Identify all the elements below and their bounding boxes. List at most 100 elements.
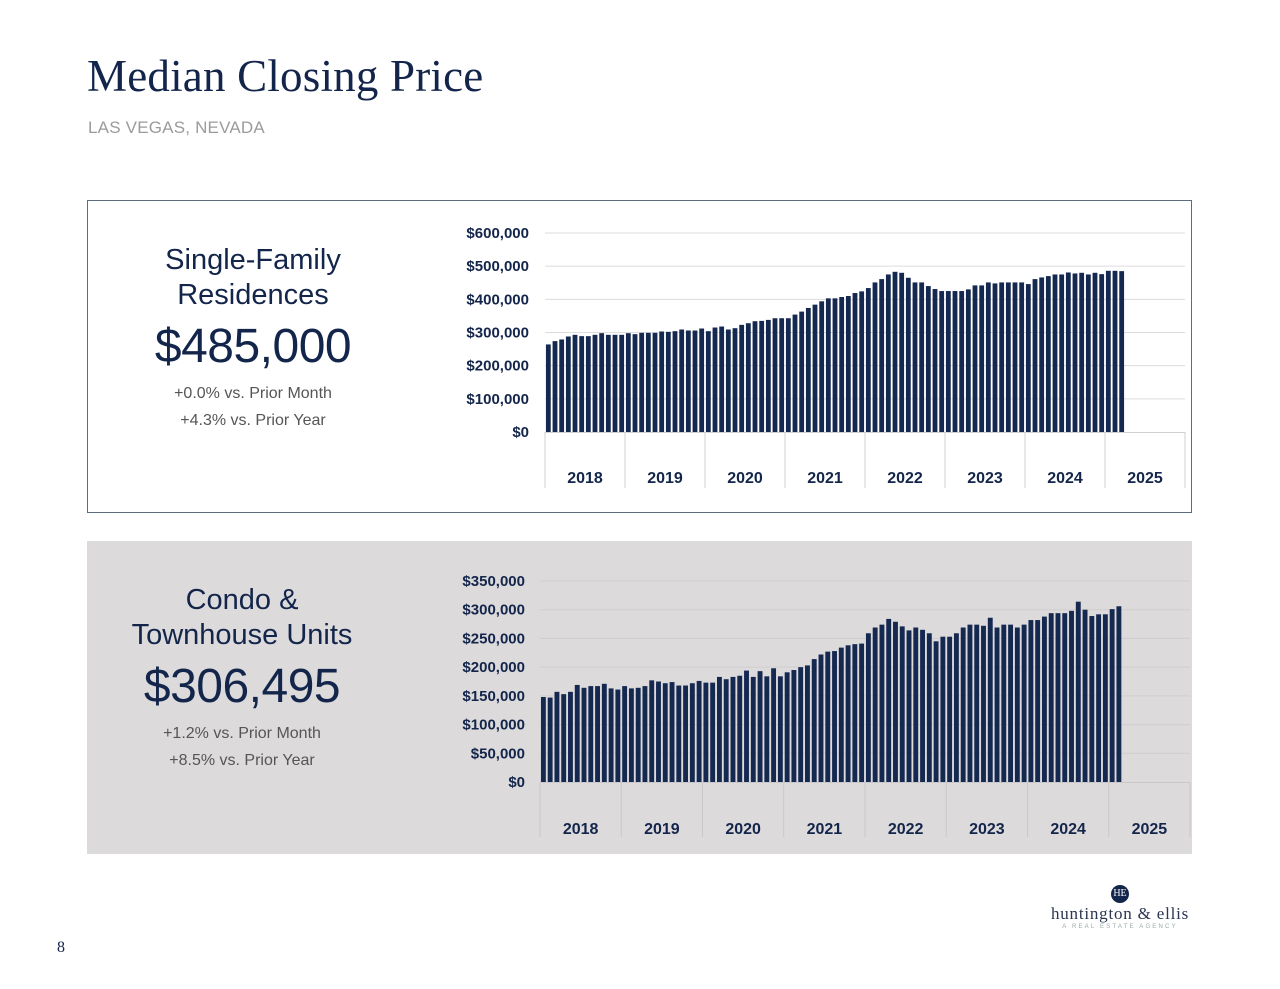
bar: [784, 672, 790, 782]
bar: [1032, 279, 1038, 432]
bar: [612, 334, 618, 432]
bar: [1109, 609, 1115, 782]
bar: [926, 633, 932, 782]
bar: [574, 684, 580, 782]
condo-median-price: $306,495: [143, 660, 341, 713]
bar: [599, 333, 605, 432]
bar: [920, 629, 925, 782]
y-tick-label: $150,000: [462, 688, 525, 705]
bar: [683, 685, 689, 782]
y-tick-label: $0: [508, 774, 525, 791]
bar: [838, 647, 844, 782]
bar: [925, 286, 931, 432]
bar: [1099, 274, 1105, 432]
bar: [832, 651, 837, 782]
bar: [1072, 273, 1078, 432]
bar: [656, 681, 661, 782]
single-family-year-change: +4.3% vs. Prior Year: [180, 412, 326, 429]
bar: [940, 636, 946, 782]
bar: [1069, 610, 1074, 782]
x-year-label: 2020: [727, 470, 763, 487]
bar: [985, 282, 991, 432]
bar: [979, 285, 985, 432]
x-year-label: 2024: [1047, 470, 1083, 487]
x-year-label: 2021: [807, 470, 843, 487]
bar: [730, 676, 736, 782]
bar: [892, 271, 898, 432]
bar: [865, 288, 871, 432]
bar: [839, 297, 845, 432]
y-tick-label: $0: [512, 424, 529, 441]
bar: [960, 627, 966, 782]
bar: [1105, 270, 1111, 432]
bar: [635, 687, 641, 782]
bar: [1025, 284, 1031, 432]
bar: [1089, 616, 1095, 782]
single-family-label-2: Residences: [177, 279, 329, 311]
bar: [608, 688, 614, 782]
bar: [692, 330, 698, 432]
bar: [1102, 614, 1108, 782]
bar: [665, 331, 671, 432]
x-year-label: 2025: [1132, 821, 1168, 838]
bar: [719, 326, 725, 432]
bar: [953, 633, 959, 782]
bar: [652, 332, 658, 432]
x-year-label: 2019: [647, 470, 683, 487]
single-family-stats: Single-Family Residences $485,000 +0.0% …: [88, 243, 418, 434]
bar: [750, 676, 756, 782]
bar: [1001, 624, 1007, 782]
logo-name: huntington & ellis: [1050, 904, 1190, 923]
bar: [732, 328, 738, 432]
bar: [987, 617, 993, 782]
bar: [913, 627, 919, 782]
y-tick-label: $350,000: [462, 573, 525, 590]
bar: [785, 318, 791, 432]
single-family-label-1: Single-Family: [165, 244, 341, 276]
bar: [723, 679, 729, 782]
x-year-label: 2024: [1050, 821, 1086, 838]
bar: [1055, 613, 1061, 782]
bar: [595, 686, 600, 782]
bar: [547, 697, 553, 782]
single-family-month-change: +0.0% vs. Prior Month: [174, 385, 332, 402]
bar: [819, 301, 825, 432]
bar: [764, 676, 770, 782]
bar: [981, 625, 986, 782]
bar: [872, 627, 878, 782]
bar: [540, 697, 546, 782]
bar: [585, 336, 591, 432]
bar: [1052, 274, 1058, 432]
bar: [952, 291, 958, 432]
bar: [1092, 272, 1098, 432]
bar: [1119, 271, 1125, 432]
logo-monogram: HE: [1111, 885, 1129, 903]
condo-stats: Condo & Townhouse Units $306,495 +1.2% v…: [77, 583, 407, 774]
bar: [765, 319, 771, 432]
bar: [1065, 272, 1071, 432]
bar: [737, 675, 743, 782]
bar: [777, 676, 783, 782]
bar: [1028, 620, 1034, 782]
bar: [685, 330, 691, 432]
bar: [545, 344, 551, 432]
bar: [725, 329, 731, 432]
bar: [1096, 614, 1102, 782]
bar: [972, 285, 978, 432]
condo-label-2: Townhouse Units: [131, 619, 353, 651]
condo-year-change: +8.5% vs. Prior Year: [169, 752, 315, 769]
bar: [832, 298, 838, 432]
bar: [710, 682, 716, 782]
bar: [859, 643, 865, 782]
bar: [745, 323, 751, 432]
bar: [932, 289, 938, 432]
bar: [893, 621, 898, 782]
bar: [885, 274, 891, 432]
bar: [1039, 277, 1045, 432]
bar: [659, 331, 665, 432]
bar: [879, 624, 885, 782]
bar: [939, 291, 945, 432]
bar: [649, 680, 655, 782]
bar: [625, 333, 631, 432]
bar: [1085, 274, 1091, 432]
